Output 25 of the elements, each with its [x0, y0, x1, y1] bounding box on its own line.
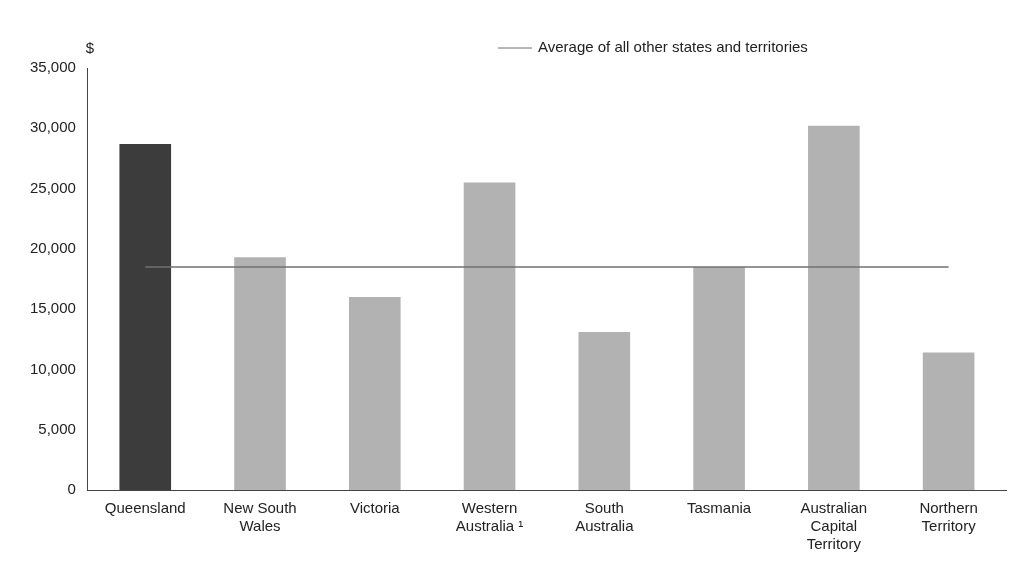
x-tick-label: South Australia	[575, 499, 635, 535]
x-tick-label: New South Wales	[223, 499, 297, 535]
x-tick-label: Australian Capital Territory	[800, 499, 868, 553]
x-tick-label: Queensland	[104, 499, 186, 517]
x-tick-label: Northern Territory	[919, 499, 978, 535]
y-tick-label: 25,000	[29, 178, 76, 196]
y-tick-label: 5,000	[38, 419, 76, 437]
y-tick-label: 15,000	[29, 299, 76, 317]
legend-label: Average of all other states and territories	[538, 38, 808, 56]
y-axis-title: $	[85, 38, 95, 56]
x-tick-label: Western Australia ¹	[455, 499, 524, 535]
bar	[808, 125, 860, 490]
y-tick-label: 10,000	[29, 359, 76, 377]
y-tick-label: 0	[67, 480, 76, 498]
y-tick-label: 30,000	[29, 118, 76, 136]
y-tick-label: 35,000	[29, 58, 76, 76]
bar	[348, 297, 401, 490]
bar	[693, 266, 745, 490]
bar	[922, 352, 975, 490]
y-tick-label: 20,000	[29, 239, 76, 256]
bar	[463, 182, 516, 490]
x-tick-label: Tasmania	[686, 499, 752, 517]
x-tick-label: Victoria	[349, 499, 401, 517]
bar	[234, 257, 286, 490]
bar	[578, 332, 631, 490]
